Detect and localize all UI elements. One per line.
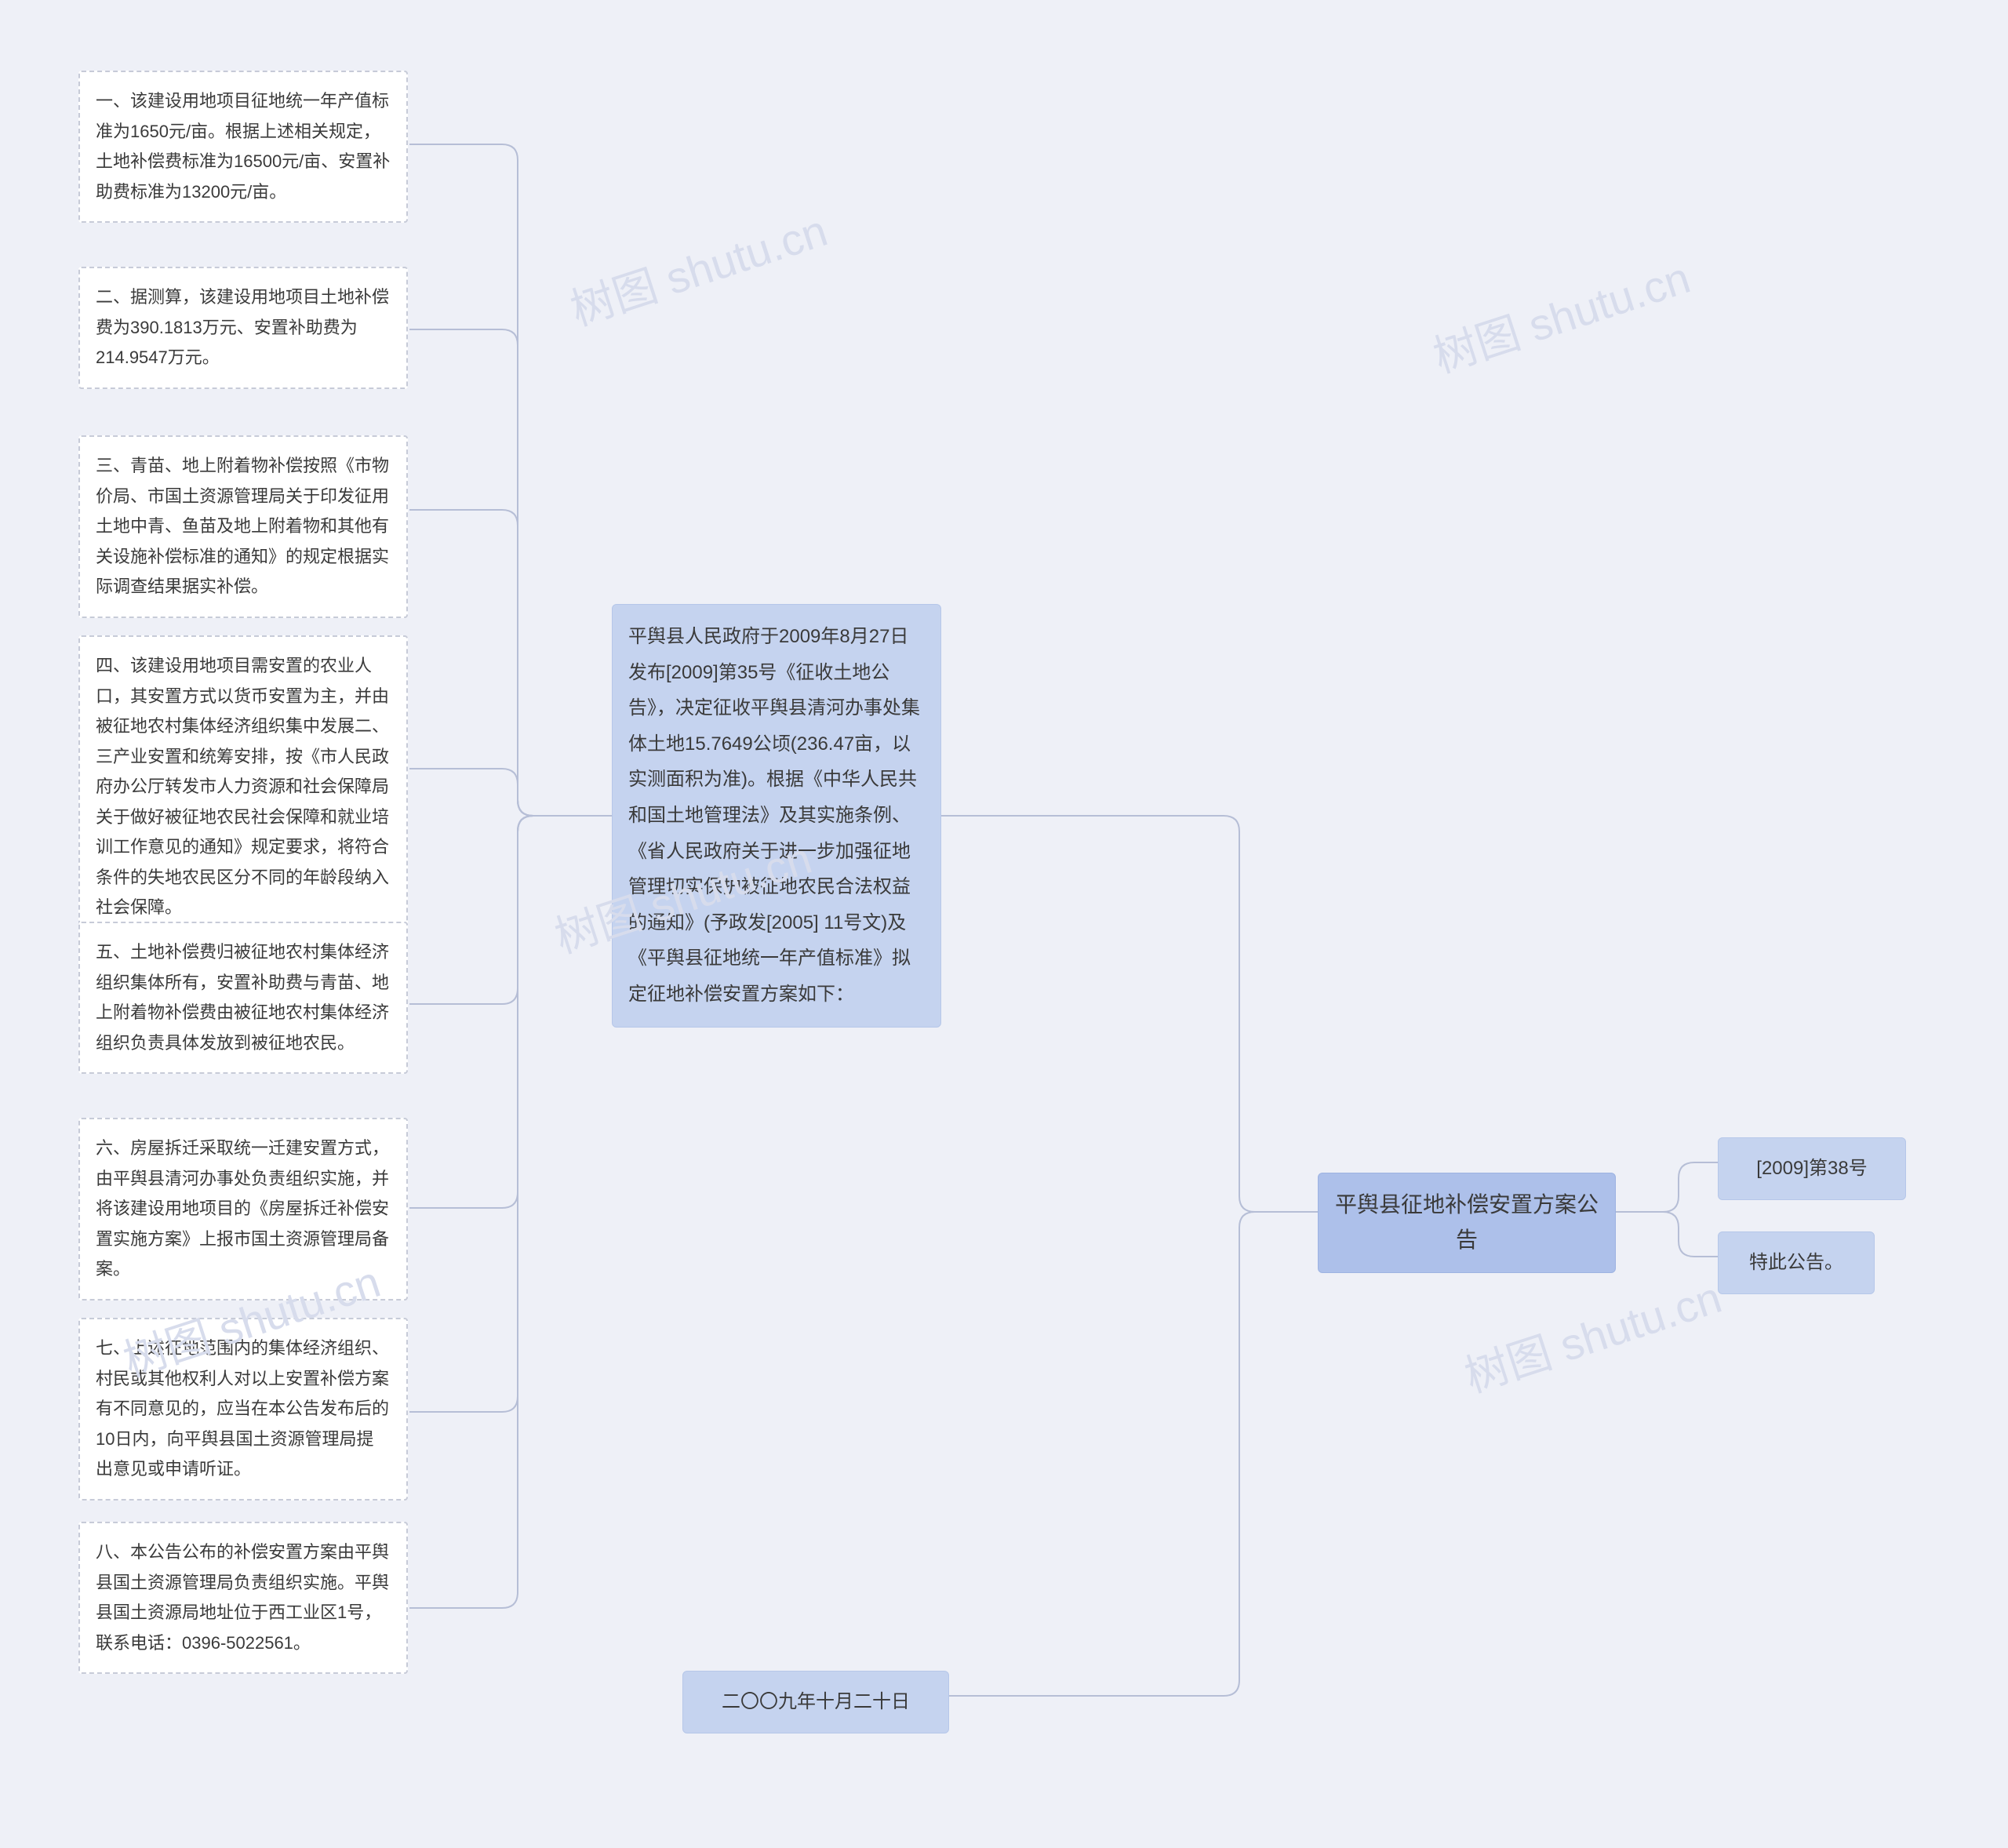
connector-path	[409, 510, 612, 816]
connector-path	[1616, 1212, 1718, 1257]
connector-path	[941, 816, 1318, 1212]
connector-path	[409, 816, 612, 1004]
item-node-2: 二、据测算，该建设用地项目土地补偿费为390.1813万元、安置补助费为214.…	[78, 267, 408, 389]
connector-path	[949, 1212, 1318, 1696]
item-node-4: 四、该建设用地项目需安置的农业人口，其安置方式以货币安置为主，并由被征地农村集体…	[78, 635, 408, 939]
connector-path	[409, 329, 612, 816]
connector-path	[409, 816, 612, 1208]
preamble-node: 平舆县人民政府于2009年8月27日发布[2009]第35号《征收土地公告》，决…	[612, 604, 941, 1028]
item-node-5: 五、土地补偿费归被征地农村集体经济组织集体所有，安置补助费与青苗、地上附着物补偿…	[78, 922, 408, 1074]
item-node-1: 一、该建设用地项目征地统一年产值标准为1650元/亩。根据上述相关规定，土地补偿…	[78, 71, 408, 223]
item-node-8: 八、本公告公布的补偿安置方案由平舆县国土资源管理局负责组织实施。平舆县国土资源局…	[78, 1522, 408, 1674]
connector-path	[409, 144, 612, 816]
closing-node: 特此公告。	[1718, 1231, 1875, 1294]
date-node: 二〇〇九年十月二十日	[682, 1671, 949, 1733]
doc-number-node: [2009]第38号	[1718, 1137, 1906, 1200]
watermark: 树图 shutu.cn	[562, 196, 835, 339]
connector-path	[409, 769, 612, 816]
watermark: 树图 shutu.cn	[1456, 1263, 1729, 1406]
watermark: 树图 shutu.cn	[1424, 243, 1697, 386]
connector-path	[409, 816, 612, 1412]
item-node-7: 七、上述征地范围内的集体经济组织、村民或其他权利人对以上安置补偿方案有不同意见的…	[78, 1318, 408, 1501]
root-node: 平舆县征地补偿安置方案公告	[1318, 1173, 1616, 1273]
connector-path	[1616, 1162, 1718, 1212]
item-node-3: 三、青苗、地上附着物补偿按照《市物价局、市国土资源管理局关于印发征用土地中青、鱼…	[78, 435, 408, 618]
connector-path	[409, 816, 612, 1608]
item-node-6: 六、房屋拆迁采取统一迁建安置方式，由平舆县清河办事处负责组织实施，并将该建设用地…	[78, 1118, 408, 1301]
